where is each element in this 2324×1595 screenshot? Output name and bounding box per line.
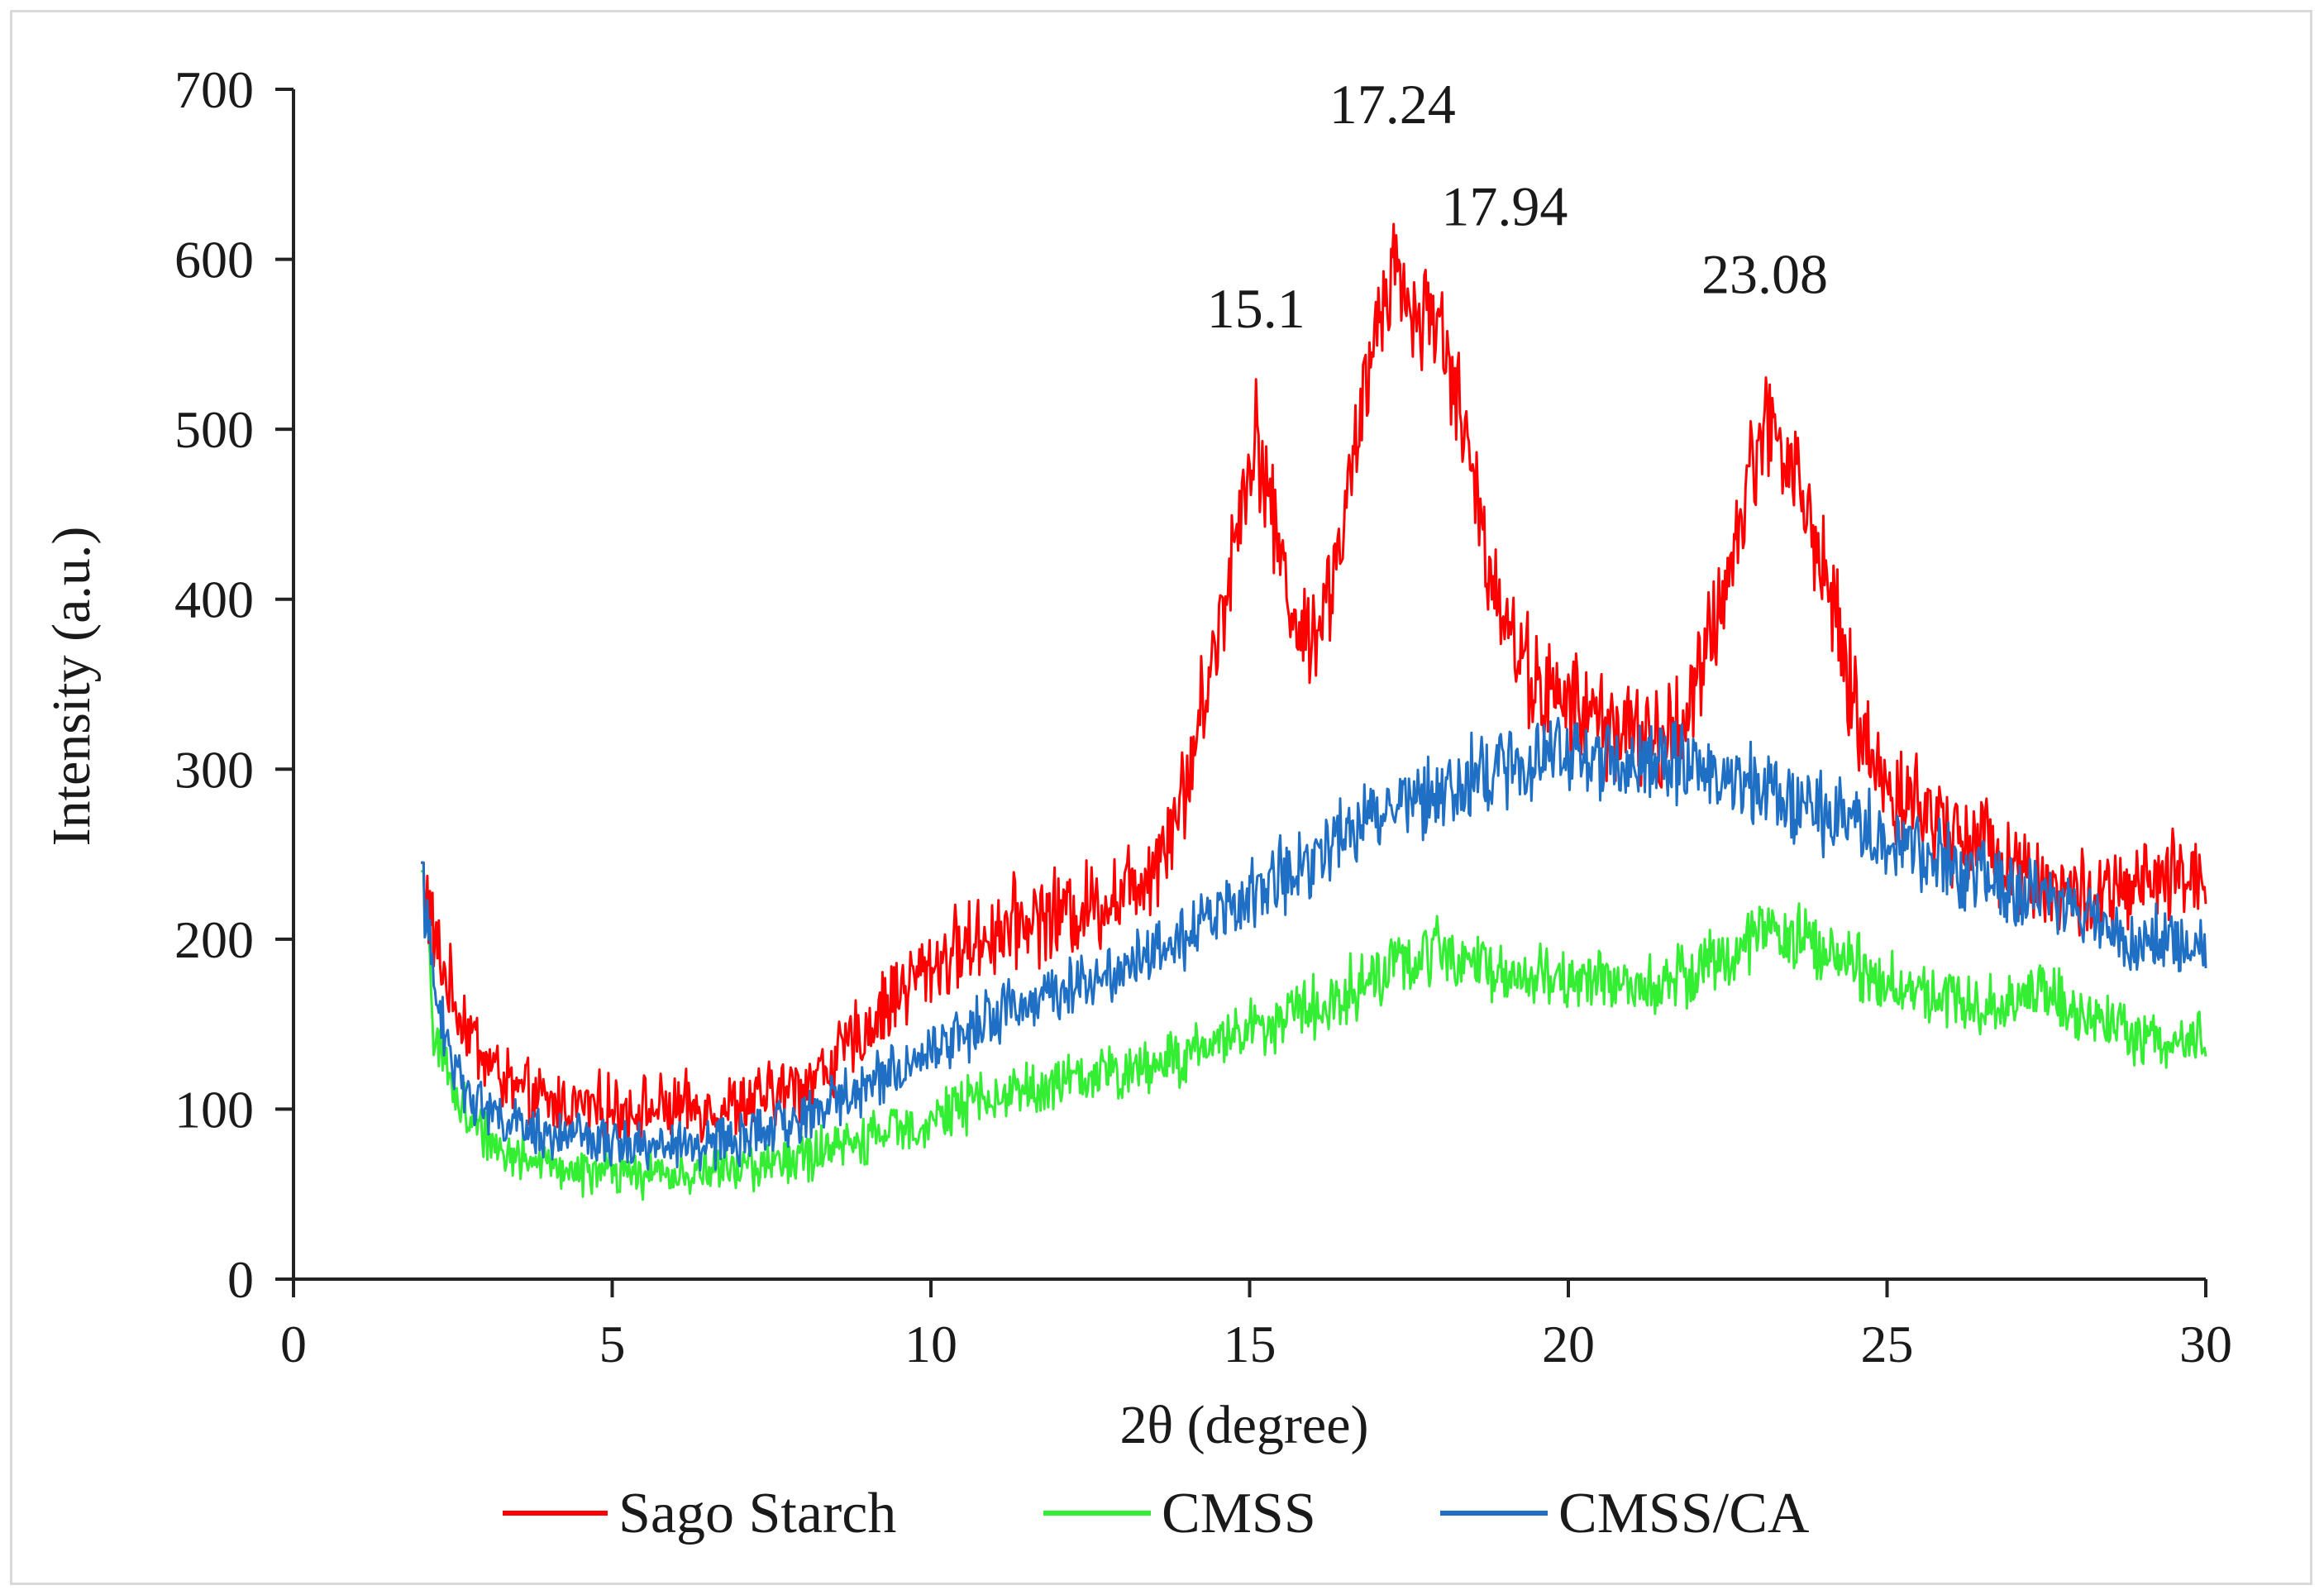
legend-label-cmss-ca: CMSS/CA bbox=[1558, 1482, 1810, 1545]
x-tick-label: 30 bbox=[2179, 1315, 2232, 1373]
y-tick-label: 300 bbox=[174, 740, 254, 799]
x-tick-label: 0 bbox=[280, 1315, 307, 1373]
x-tick-label: 25 bbox=[1861, 1315, 1914, 1373]
y-tick-label: 600 bbox=[174, 231, 254, 289]
x-tick-label: 10 bbox=[904, 1315, 957, 1373]
y-tick-label: 500 bbox=[174, 400, 254, 459]
legend: Sago Starch CMSS CMSS/CA bbox=[503, 1482, 1810, 1545]
peak-annotation: 17.94 bbox=[1441, 174, 1568, 237]
annotation-layer: 15.1 17.24 17.94 23.08 bbox=[1207, 73, 1828, 340]
series-line-cmss bbox=[421, 870, 2207, 1201]
peak-annotation: 17.24 bbox=[1329, 73, 1456, 136]
legend-label-cmss: CMSS bbox=[1162, 1482, 1316, 1545]
y-axis-title: Intensity (a.u.) bbox=[41, 527, 102, 847]
x-tick-label: 5 bbox=[599, 1315, 626, 1373]
peak-annotation: 23.08 bbox=[1701, 243, 1828, 306]
axes: 0 100 200 300 400 500 600 700 0 5 10 15 20 25 30 bbox=[174, 60, 2232, 1373]
x-tick-label: 15 bbox=[1224, 1315, 1277, 1373]
x-tick-label: 20 bbox=[1542, 1315, 1595, 1373]
y-tick-label: 700 bbox=[174, 60, 254, 119]
peak-annotation: 15.1 bbox=[1207, 277, 1305, 340]
series-layer bbox=[421, 222, 2207, 1201]
y-tick-label: 0 bbox=[227, 1250, 254, 1309]
y-tick-label: 200 bbox=[174, 910, 254, 969]
y-tick-label: 400 bbox=[174, 571, 254, 629]
legend-label-sago-starch: Sago Starch bbox=[618, 1482, 896, 1545]
series-line-cmss-ca bbox=[421, 716, 2207, 1172]
y-tick-label: 100 bbox=[174, 1080, 254, 1139]
x-axis-title: 2θ (degree) bbox=[1120, 1395, 1369, 1455]
